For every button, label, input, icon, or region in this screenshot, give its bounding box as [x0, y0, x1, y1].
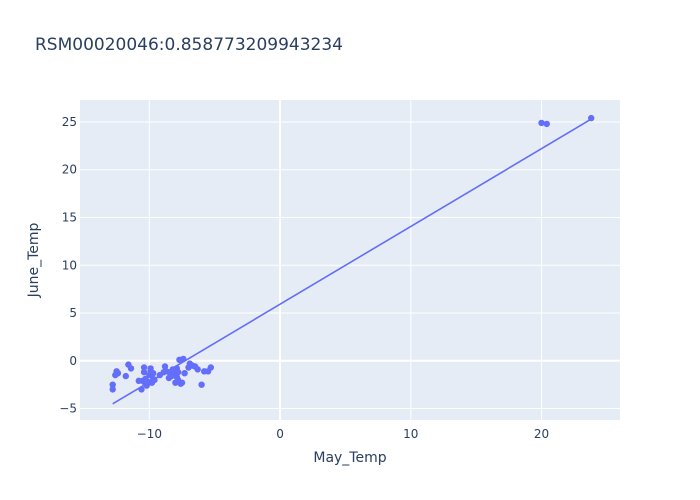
scatter-point [543, 120, 550, 128]
scatter-point [151, 376, 158, 384]
scatter-point [538, 119, 545, 127]
scatter-point [194, 366, 201, 373]
scatter-point [150, 370, 157, 377]
scatter-point [588, 114, 595, 122]
scatter-point [140, 369, 148, 376]
scatter-point [140, 364, 148, 371]
scatter-point [198, 381, 205, 388]
chart-title: RSM00020046:0.858773209943234 [35, 35, 343, 55]
y-tick-label: 0 [69, 354, 77, 368]
x-tick-label: 0 [276, 427, 284, 441]
plot-background [80, 100, 620, 420]
y-tick-label: 5 [69, 306, 77, 320]
scatter-point [114, 370, 122, 377]
y-tick-label: 10 [62, 258, 77, 272]
scatter-point [178, 379, 186, 386]
scatter-point [161, 363, 169, 370]
y-axis-title: June_Temp [26, 222, 42, 298]
scatter-point [138, 386, 145, 393]
scatter-point [109, 381, 116, 388]
y-tick-label: −5 [59, 402, 77, 416]
scatter-point [109, 386, 116, 393]
grid-lines [80, 100, 620, 420]
x-axis-title: May_Temp [313, 450, 386, 466]
x-tick-label: −10 [137, 427, 162, 441]
y-tick-label: 20 [62, 163, 77, 177]
scatter-point [180, 355, 187, 363]
tick-labels: −10 0 10 20 −5 0 5 10 15 20 25 [59, 115, 549, 441]
scatter-point [207, 364, 214, 371]
scatter-point [174, 369, 182, 376]
x-tick-label: 10 [403, 427, 418, 441]
scatter-point [127, 365, 135, 372]
scatter-point [181, 370, 188, 377]
x-tick-label: 20 [534, 427, 549, 441]
scatter-point [122, 372, 129, 380]
data-layer [109, 114, 595, 405]
y-tick-label: 15 [62, 210, 77, 224]
trendline [112, 118, 592, 405]
y-tick-label: 25 [62, 115, 77, 129]
